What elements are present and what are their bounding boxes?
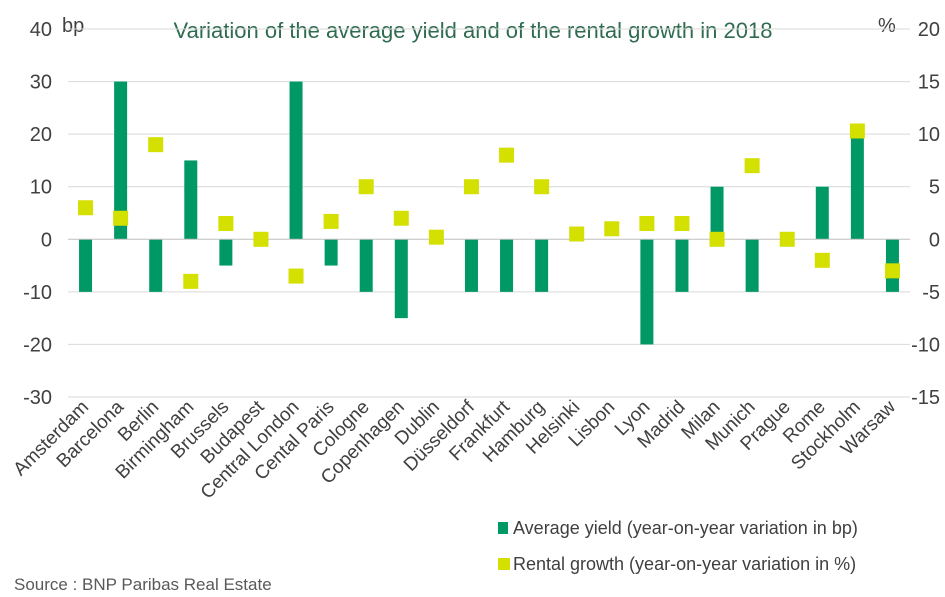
bar-rome	[815, 186, 829, 240]
marker-hamburg	[534, 179, 550, 195]
right-tick-label: 0	[929, 229, 940, 251]
legend-label-average-yield: Average yield (year-on-year variation in…	[513, 518, 858, 538]
marker-budapest	[253, 231, 269, 247]
bar-berlin	[149, 239, 163, 292]
marker-lyon	[639, 216, 655, 232]
left-axis-unit: bp	[62, 15, 84, 37]
marker-brussels	[218, 216, 234, 232]
bar-copenhagen	[394, 239, 408, 319]
marker-frankfurt	[499, 147, 515, 163]
left-tick-label: -10	[23, 282, 52, 304]
marker-warsaw	[884, 263, 900, 279]
marker-milan	[709, 231, 725, 247]
gridlines	[68, 28, 910, 398]
bar-hamburg	[535, 239, 549, 292]
chart-title: Variation of the average yield and of th…	[174, 18, 773, 43]
left-tick-label: 0	[41, 229, 52, 251]
legend-swatch-average-yield	[498, 522, 508, 534]
bar-munich	[745, 239, 759, 292]
bar-barcelona	[114, 81, 128, 240]
bar-stockholm	[850, 134, 864, 240]
marker-copenhagen	[393, 210, 409, 226]
right-tick-label: 20	[918, 19, 940, 41]
right-tick-label: -5	[922, 282, 940, 304]
marker-madrid	[674, 216, 690, 232]
bar-madrid	[675, 239, 689, 292]
legend: Average yield (year-on-year variation in…	[498, 518, 858, 574]
right-tick-label: 15	[918, 72, 940, 94]
marker-berlin	[148, 137, 164, 153]
bar-frankfurt	[500, 239, 514, 292]
right-axis: -15 -10 -5 0 5 10 15 20	[911, 19, 940, 409]
right-tick-label: -15	[911, 387, 940, 409]
left-tick-label: 40	[30, 19, 52, 41]
bar-cental-paris	[324, 239, 338, 266]
right-tick-label: 5	[929, 177, 940, 199]
left-tick-label: 10	[30, 177, 52, 199]
marker-dublin	[428, 229, 444, 245]
left-tick-label: -30	[23, 387, 52, 409]
legend-swatch-rental-growth	[498, 558, 510, 570]
source-note: Source : BNP Paribas Real Estate	[14, 575, 272, 594]
category-axis: AmsterdamBarcelonaBerlinBirminghamBrusse…	[10, 396, 901, 503]
legend-label-rental-growth: Rental growth (year-on-year variation in…	[513, 554, 856, 574]
marker-cental-paris	[323, 213, 339, 229]
marker-düsseldorf	[463, 179, 479, 195]
right-tick-label: -10	[911, 334, 940, 356]
marker-amsterdam	[78, 200, 94, 216]
marker-central-london	[288, 268, 304, 284]
bar-lyon	[640, 239, 654, 345]
bar-birmingham	[184, 160, 198, 240]
rental-growth-series	[78, 123, 900, 289]
marker-helsinki	[569, 226, 585, 242]
left-tick-label: 30	[30, 72, 52, 94]
marker-prague	[779, 231, 795, 247]
bar-brussels	[219, 239, 233, 266]
bar-milan	[710, 186, 724, 240]
marker-stockholm	[849, 123, 865, 139]
bar-cologne	[359, 239, 373, 292]
marker-lisbon	[604, 221, 620, 237]
right-axis-unit: %	[878, 15, 896, 37]
marker-birmingham	[183, 273, 199, 289]
left-axis: -30 -20 -10 0 10 20 30 40	[23, 19, 52, 409]
marker-rome	[814, 252, 830, 268]
bar-central-london	[289, 81, 303, 240]
average-yield-series	[79, 81, 899, 345]
marker-munich	[744, 158, 760, 174]
marker-barcelona	[113, 210, 129, 226]
left-tick-label: 20	[30, 124, 52, 146]
bar-amsterdam	[79, 239, 93, 292]
bar-düsseldorf	[464, 239, 478, 292]
right-tick-label: 10	[918, 124, 940, 146]
marker-cologne	[358, 179, 374, 195]
left-tick-label: -20	[23, 334, 52, 356]
